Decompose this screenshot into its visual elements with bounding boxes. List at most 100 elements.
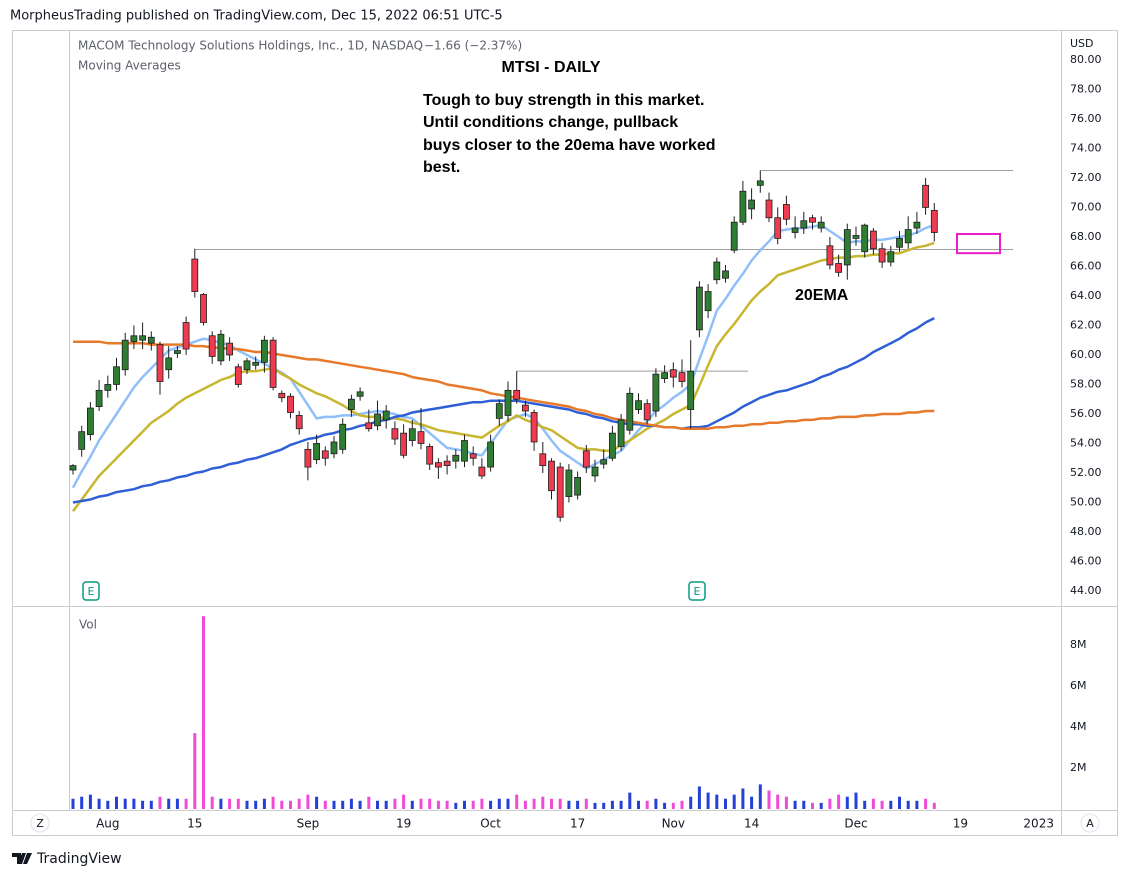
candle bbox=[208, 331, 216, 364]
candle bbox=[426, 443, 434, 471]
frame bbox=[12, 30, 1118, 836]
candle-body bbox=[391, 428, 399, 440]
earnings-badge[interactable] bbox=[688, 581, 706, 601]
volume-bar bbox=[663, 802, 667, 809]
candle bbox=[478, 458, 486, 479]
candle bbox=[826, 236, 834, 270]
candle-body bbox=[835, 263, 842, 273]
volume-bar bbox=[115, 796, 118, 809]
currency: USD bbox=[1070, 37, 1094, 50]
candle-body bbox=[478, 466, 486, 477]
volume-bar bbox=[645, 800, 649, 809]
candle-body bbox=[130, 335, 138, 343]
earnings-marker[interactable]: E bbox=[82, 581, 100, 601]
earnings-text[interactable]: E bbox=[88, 585, 95, 598]
candle-body bbox=[304, 448, 312, 468]
volume-bar bbox=[793, 800, 797, 809]
candle-body bbox=[870, 230, 877, 250]
earnings-text[interactable]: E bbox=[694, 585, 701, 598]
volume-bar bbox=[628, 792, 632, 809]
candle-body bbox=[200, 294, 207, 323]
candle-body bbox=[443, 460, 451, 466]
chart-title: MTSI - DAILY bbox=[502, 59, 601, 76]
auto-button[interactable]: A bbox=[1086, 817, 1094, 830]
candle bbox=[765, 192, 773, 223]
candle bbox=[321, 446, 329, 466]
y-tick-label: 54.00 bbox=[1070, 436, 1102, 449]
volume-bar bbox=[341, 800, 345, 809]
button-bg[interactable] bbox=[30, 813, 50, 833]
volume-bar bbox=[454, 802, 458, 809]
volume-bar bbox=[158, 796, 162, 809]
volume-bar bbox=[697, 786, 701, 809]
volume-bar bbox=[523, 800, 527, 809]
candle-body bbox=[382, 410, 390, 421]
candle bbox=[504, 381, 512, 422]
volume-bar bbox=[550, 798, 553, 809]
candle-body bbox=[269, 339, 277, 388]
candle bbox=[565, 464, 573, 503]
candle bbox=[817, 216, 825, 233]
y-tick-label: 50.00 bbox=[1070, 495, 1102, 508]
volume-bar bbox=[445, 800, 449, 809]
volume-bar bbox=[202, 616, 205, 809]
candle-body bbox=[173, 350, 181, 354]
candle bbox=[339, 418, 347, 454]
candle-body bbox=[347, 398, 355, 410]
candle bbox=[878, 242, 886, 268]
y-tick-label: 64.00 bbox=[1070, 289, 1102, 302]
candle bbox=[191, 248, 199, 298]
candle-body bbox=[817, 221, 825, 229]
candle bbox=[382, 405, 390, 429]
candle-body bbox=[104, 384, 112, 391]
candle bbox=[252, 356, 260, 370]
candle bbox=[234, 363, 242, 388]
y-tick-label: 62.00 bbox=[1070, 318, 1102, 331]
candle bbox=[522, 400, 529, 417]
volume-bar bbox=[489, 800, 493, 809]
candle-body bbox=[69, 465, 77, 471]
candle-body bbox=[774, 217, 782, 239]
volume-bar bbox=[236, 798, 240, 809]
candle bbox=[87, 402, 94, 441]
annotation-line: Until conditions change, pullback bbox=[423, 114, 678, 131]
candle-body bbox=[452, 454, 460, 462]
candle bbox=[200, 292, 207, 326]
volume-bar bbox=[784, 796, 788, 809]
candle-body bbox=[652, 373, 660, 412]
x-tick-label: 15 bbox=[187, 817, 202, 831]
zoom-button[interactable]: Z bbox=[36, 817, 44, 830]
volume-bar bbox=[480, 798, 484, 809]
x-tick-label: 19 bbox=[953, 817, 968, 831]
y-tick-label: 56.00 bbox=[1070, 407, 1102, 420]
earnings-badge[interactable] bbox=[82, 581, 100, 601]
candle bbox=[870, 228, 877, 255]
candle-body bbox=[260, 339, 268, 363]
candle bbox=[156, 341, 164, 395]
button-bg[interactable] bbox=[1080, 813, 1100, 833]
candle-body bbox=[139, 335, 147, 341]
candle-body bbox=[495, 403, 503, 419]
candle-body bbox=[330, 441, 338, 455]
candle bbox=[530, 409, 538, 451]
volume-bar bbox=[515, 794, 519, 809]
volume-bar bbox=[863, 800, 867, 809]
earnings-marker[interactable]: E bbox=[688, 581, 706, 601]
brand-logo bbox=[12, 853, 32, 864]
volume-bar bbox=[837, 794, 841, 809]
candle-body bbox=[635, 400, 642, 410]
candle bbox=[600, 449, 608, 469]
candle-body bbox=[556, 466, 564, 518]
volume-bar bbox=[106, 800, 110, 809]
candle bbox=[434, 458, 442, 479]
candle bbox=[861, 223, 869, 258]
candle bbox=[652, 368, 660, 417]
volume-bar bbox=[576, 800, 580, 809]
volume-bar bbox=[767, 790, 771, 809]
candle-body bbox=[730, 221, 738, 251]
candle-body bbox=[661, 372, 668, 379]
volume-tick-label: 8M bbox=[1070, 638, 1087, 651]
candle-body bbox=[417, 431, 425, 444]
volume-bar bbox=[410, 800, 414, 809]
volume-bar bbox=[802, 800, 806, 809]
